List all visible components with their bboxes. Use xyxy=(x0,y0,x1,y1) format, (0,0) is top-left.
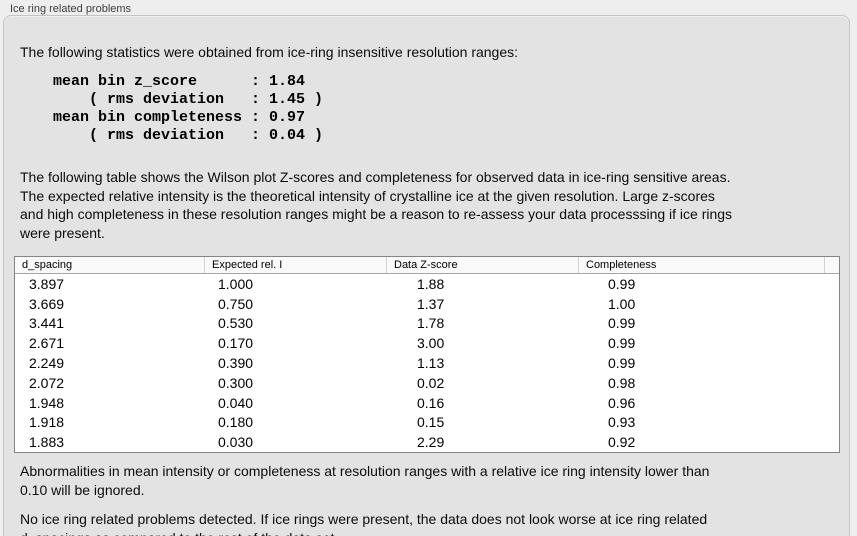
table-description: The following table shows the Wilson plo… xyxy=(20,169,733,241)
table-cell: 2.671 xyxy=(29,335,65,352)
table-cell: 0.98 xyxy=(608,374,636,391)
table-cell: 0.15 xyxy=(417,414,445,431)
table-row[interactable]: 3.441 0.530 1.78 0.99 xyxy=(15,314,839,334)
table-cell: 1.000 xyxy=(218,275,254,292)
table-cell: 0.16 xyxy=(417,394,445,411)
table-cell: 0.030 xyxy=(218,434,254,451)
table-row[interactable]: 2.671 0.170 3.00 0.99 xyxy=(15,333,839,353)
ice-ring-table: d_spacing Expected rel. I Data Z-score C… xyxy=(14,256,840,453)
groupbox-title: Ice ring related problems xyxy=(10,3,132,15)
table-cell: 0.750 xyxy=(218,295,254,312)
table-cell: 1.37 xyxy=(417,295,445,312)
table-cell: 0.180 xyxy=(218,414,254,431)
column-header-d-spacing[interactable]: d_spacing xyxy=(15,257,205,273)
table-row[interactable]: 1.948 0.040 0.16 0.96 xyxy=(15,393,839,413)
table-cell: 1.13 xyxy=(417,355,445,372)
table-cell: 3.00 xyxy=(417,335,445,352)
table-body: 3.897 1.000 1.88 0.99 3.669 0.750 1.37 1.00 3.44… xyxy=(15,274,839,452)
table-row[interactable]: 2.249 0.390 1.13 0.99 xyxy=(15,353,839,373)
intro-text: The following statistics were obtained f… xyxy=(20,44,519,60)
ice-ring-panel: The following statistics were obtained f… xyxy=(3,15,850,536)
table-row[interactable]: 3.669 0.750 1.37 1.00 xyxy=(15,294,839,314)
column-header-data-z-score[interactable]: Data Z-score xyxy=(387,257,579,273)
table-row[interactable]: 3.897 1.000 1.88 0.99 xyxy=(15,274,839,294)
table-cell: 3.669 xyxy=(29,295,65,312)
table-cell: 0.02 xyxy=(417,374,445,391)
table-cell: 0.96 xyxy=(608,394,636,411)
stats-block: mean bin z_score : 1.84 ( rms deviation … xyxy=(53,73,324,144)
table-cell: 0.170 xyxy=(218,335,254,352)
table-cell: 0.530 xyxy=(218,315,254,332)
table-row[interactable]: 1.883 0.030 2.29 0.92 xyxy=(15,432,839,452)
table-row[interactable]: 2.072 0.300 0.02 0.98 xyxy=(15,373,839,393)
table-cell: 0.92 xyxy=(608,434,636,451)
table-cell: 2.072 xyxy=(29,374,65,391)
table-cell: 0.99 xyxy=(608,275,636,292)
table-cell: 0.93 xyxy=(608,414,636,431)
table-cell: 3.441 xyxy=(29,315,65,332)
column-header-spacer xyxy=(825,257,839,273)
table-header: d_spacing Expected rel. I Data Z-score C… xyxy=(15,257,839,274)
table-cell: 0.390 xyxy=(218,355,254,372)
column-header-completeness[interactable]: Completeness xyxy=(579,257,825,273)
table-cell: 0.99 xyxy=(608,335,636,352)
table-cell: 2.249 xyxy=(29,355,65,372)
table-cell: 0.300 xyxy=(218,374,254,391)
ignore-note-text: Abnormalities in mean intensity or compl… xyxy=(20,463,710,498)
table-cell: 0.99 xyxy=(608,355,636,372)
conclusion-text: No ice ring related problems detected. I… xyxy=(20,511,708,536)
table-cell: 0.040 xyxy=(218,394,254,411)
column-header-expected-rel-i[interactable]: Expected rel. I xyxy=(205,257,387,273)
table-cell: 0.99 xyxy=(608,315,636,332)
table-cell: 1.88 xyxy=(417,275,445,292)
table-cell: 2.29 xyxy=(417,434,445,451)
table-row[interactable]: 1.918 0.180 0.15 0.93 xyxy=(15,412,839,432)
table-cell: 1.883 xyxy=(29,434,65,451)
table-cell: 1.918 xyxy=(29,414,65,431)
table-cell: 1.948 xyxy=(29,394,65,411)
table-cell: 1.78 xyxy=(417,315,445,332)
table-cell: 3.897 xyxy=(29,275,65,292)
table-cell: 1.00 xyxy=(608,295,636,312)
